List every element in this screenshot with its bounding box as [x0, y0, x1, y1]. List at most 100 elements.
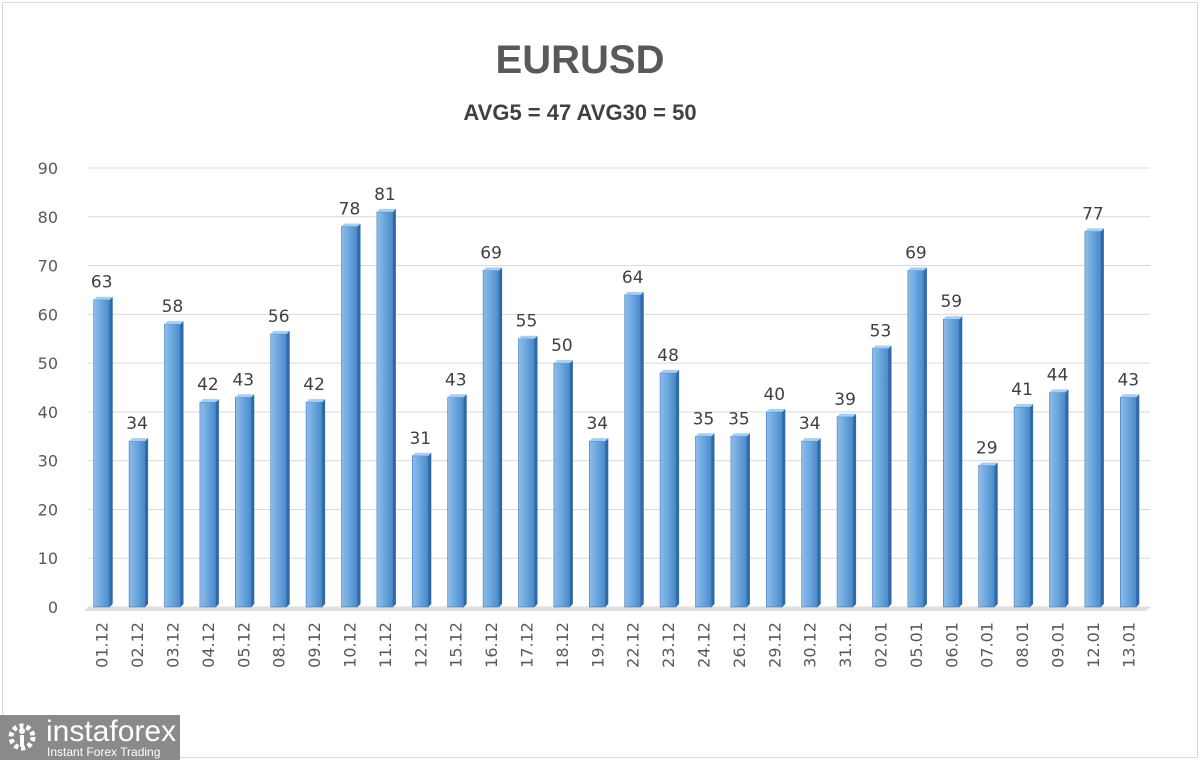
bar-side [640, 291, 644, 607]
bar [128, 440, 146, 608]
bar [907, 270, 925, 608]
bar [659, 372, 677, 608]
x-tick-label: 18.12 [553, 622, 572, 668]
bar-top [978, 462, 998, 466]
bar [872, 348, 889, 608]
data-label: 50 [551, 336, 573, 356]
x-tick-label: 06.01 [942, 622, 961, 668]
x-tick-label: 24.12 [695, 622, 714, 668]
y-tick-label: 60 [38, 305, 58, 324]
bar-top [306, 399, 326, 403]
bar [1120, 396, 1137, 608]
x-tick-label: 23.12 [659, 622, 678, 668]
bar-top [1120, 394, 1140, 398]
y-tick-label: 40 [38, 403, 58, 422]
bar-top [199, 399, 219, 403]
bar [695, 435, 712, 608]
data-label: 35 [693, 409, 715, 429]
data-label: 34 [799, 414, 821, 434]
x-tick-label: 19.12 [588, 622, 607, 668]
y-tick-label: 0 [48, 598, 58, 617]
x-tick-label: 09.01 [1049, 622, 1068, 668]
x-tick-label: 09.12 [305, 622, 324, 668]
chart-subtitle: AVG5 = 47 AVG30 = 50 [463, 100, 697, 125]
x-tick-label: 15.12 [447, 622, 466, 668]
x-tick-label: 10.12 [341, 622, 360, 668]
data-label: 56 [268, 307, 290, 327]
bar-side [853, 413, 857, 607]
data-label: 43 [232, 370, 254, 390]
y-tick-label: 30 [38, 452, 58, 471]
bar [411, 455, 429, 608]
bar-side [994, 462, 998, 607]
bar-side [215, 399, 219, 607]
bar-top [943, 316, 963, 320]
gear-logo-icon [8, 723, 36, 751]
bar [164, 323, 181, 608]
bar-top [624, 291, 644, 295]
bar [518, 338, 535, 608]
bar-top [235, 394, 255, 398]
y-tick-label: 70 [38, 257, 58, 276]
bar [1084, 231, 1102, 608]
data-label: 69 [480, 243, 502, 263]
bar [199, 401, 217, 608]
bar-top [270, 330, 290, 334]
bar [765, 411, 783, 608]
bar [1049, 392, 1066, 608]
bar [553, 362, 571, 608]
bar-side [817, 438, 821, 607]
data-label: 35 [728, 409, 750, 429]
logo-tagline: Instant Forex Trading [47, 745, 161, 759]
x-tick-label: 22.12 [624, 622, 643, 668]
bar-top [412, 452, 432, 456]
y-tick-label: 50 [38, 354, 58, 373]
x-tick-label: 29.12 [765, 622, 784, 668]
bar-side [923, 267, 927, 607]
bar-top [1084, 228, 1104, 232]
bar [305, 401, 323, 608]
data-label: 59 [940, 292, 962, 312]
bar [447, 396, 465, 608]
data-label: 64 [622, 268, 644, 288]
bar-top [376, 208, 396, 212]
chart-title: EURUSD [495, 38, 665, 82]
logo-name: instaforex [46, 715, 177, 748]
x-tick-label: 01.12 [93, 622, 112, 668]
bar-side [1136, 394, 1140, 607]
bar-top [589, 438, 609, 442]
bar-side [534, 335, 538, 607]
bar-side [888, 345, 892, 607]
x-tick-label: 03.12 [164, 622, 183, 668]
data-label: 43 [1117, 370, 1139, 390]
bar [624, 294, 642, 608]
bar [376, 211, 394, 608]
x-tick-label: 11.12 [376, 622, 395, 668]
bar [836, 416, 854, 608]
bar-top [801, 438, 821, 442]
data-label: 44 [1047, 365, 1069, 385]
bar [341, 226, 358, 608]
y-tick-label: 90 [38, 159, 58, 178]
bar-side [1030, 404, 1034, 607]
bar-top [447, 394, 467, 398]
data-label: 29 [976, 439, 998, 459]
bar-side [959, 316, 963, 607]
bar-top [93, 296, 113, 300]
data-label: 55 [516, 312, 538, 332]
bar [235, 396, 252, 608]
bar-side [392, 208, 396, 607]
bar-side [145, 438, 149, 607]
bar-top [695, 433, 715, 437]
x-tick-label: 05.01 [907, 622, 926, 668]
bar-side [357, 223, 361, 608]
data-label: 81 [374, 185, 396, 205]
bar-top [907, 267, 927, 271]
bar [1013, 406, 1031, 608]
bar-top [1049, 389, 1069, 393]
bar-top [553, 360, 573, 364]
x-tick-label: 07.01 [978, 622, 997, 668]
data-label: 78 [339, 200, 361, 220]
